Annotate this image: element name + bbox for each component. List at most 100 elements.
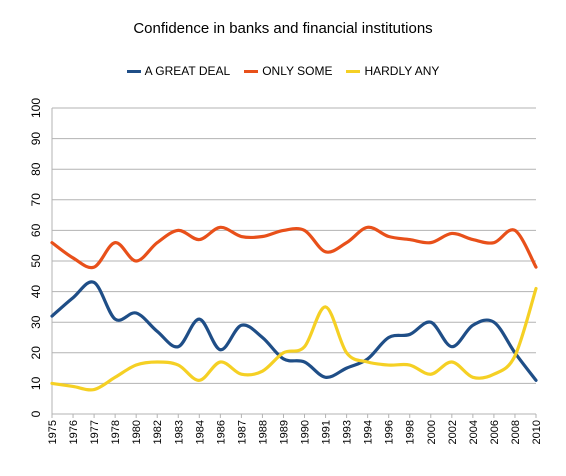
x-tick-label: 1983: [173, 420, 185, 444]
x-tick-label: 1991: [321, 420, 333, 444]
x-tick-label: 2004: [468, 420, 480, 444]
data-point-hardly-any: [366, 360, 369, 364]
y-tick-label: 20: [29, 346, 43, 360]
legend: A GREAT DEAL ONLY SOME HARDLY ANY: [0, 64, 566, 78]
data-point-hardly-any: [534, 287, 538, 290]
x-tick-label: 1987: [236, 420, 248, 444]
data-point-only-some: [303, 229, 306, 232]
legend-swatch-great-deal: [126, 69, 141, 73]
data-point-only-some: [513, 229, 517, 232]
data-point-a-great-deal: [492, 321, 496, 324]
data-point-only-some: [450, 232, 454, 235]
data-point-a-great-deal: [219, 348, 222, 351]
data-point-hardly-any: [92, 388, 96, 391]
data-point-hardly-any: [408, 363, 411, 367]
data-point-a-great-deal: [387, 336, 390, 339]
y-tick-label: 40: [29, 285, 43, 299]
data-point-a-great-deal: [534, 379, 538, 382]
legend-label-great-deal: A GREAT DEAL: [144, 64, 231, 78]
data-point-hardly-any: [261, 369, 264, 373]
data-point-a-great-deal: [134, 311, 138, 315]
x-tick-label: 1980: [131, 420, 143, 444]
data-point-a-great-deal: [177, 345, 180, 348]
x-tick-label: 1990: [300, 420, 312, 444]
data-point-only-some: [219, 226, 222, 229]
data-point-only-some: [429, 241, 432, 244]
y-tick-label: 90: [29, 132, 43, 146]
legend-label-hardly-any: HARDLY ANY: [364, 64, 440, 78]
data-point-only-some: [261, 235, 264, 238]
data-point-hardly-any: [134, 363, 138, 367]
series-line-a-great-deal: [50, 280, 538, 382]
data-point-hardly-any: [387, 363, 390, 367]
x-tick-label: 1977: [89, 420, 101, 444]
data-point-a-great-deal: [471, 324, 475, 327]
legend-item-only-some: ONLY SOME: [244, 64, 332, 78]
data-point-a-great-deal: [324, 376, 327, 379]
data-point-a-great-deal: [92, 281, 96, 284]
x-tick-label: 2010: [531, 420, 543, 444]
data-point-hardly-any: [429, 373, 432, 376]
x-tick-label: 2006: [489, 420, 501, 444]
x-tick-label: 2002: [447, 420, 459, 444]
data-point-only-some: [134, 259, 138, 263]
x-tick-label: 2008: [510, 420, 522, 444]
x-tick-label: 1982: [152, 420, 164, 444]
data-point-only-some: [471, 238, 475, 241]
x-tick-label: 1986: [215, 420, 227, 444]
x-tick-label: 1988: [257, 420, 269, 444]
data-point-hardly-any: [177, 363, 180, 367]
x-tick-label: 2000: [426, 420, 438, 444]
data-point-only-some: [156, 241, 159, 244]
data-point-hardly-any: [71, 385, 75, 388]
data-point-only-some: [71, 256, 75, 260]
x-tick-label: 1989: [278, 420, 290, 444]
data-point-hardly-any: [240, 373, 243, 376]
data-point-hardly-any: [50, 382, 54, 385]
y-tick-label: 60: [29, 223, 43, 237]
data-point-only-some: [387, 235, 390, 238]
legend-swatch-only-some: [244, 69, 259, 73]
data-point-only-some: [50, 241, 54, 244]
data-point-a-great-deal: [429, 321, 432, 324]
x-tick-label: 1976: [68, 420, 80, 444]
data-point-a-great-deal: [303, 360, 306, 364]
y-tick-label: 50: [29, 254, 43, 268]
data-point-a-great-deal: [345, 366, 348, 370]
data-point-hardly-any: [450, 360, 454, 364]
data-point-hardly-any: [113, 376, 117, 379]
data-point-only-some: [113, 241, 117, 244]
chart-title: Confidence in banks and financial instit…: [133, 20, 433, 37]
data-point-a-great-deal: [240, 324, 243, 327]
data-point-hardly-any: [492, 373, 496, 376]
data-point-only-some: [492, 241, 496, 244]
data-point-only-some: [198, 238, 201, 241]
data-point-hardly-any: [345, 351, 348, 354]
data-point-hardly-any: [198, 379, 201, 382]
y-tick-label: 100: [29, 98, 43, 118]
x-tick-label: 1998: [405, 420, 417, 444]
data-point-hardly-any: [219, 360, 222, 364]
data-point-hardly-any: [156, 360, 159, 364]
data-point-a-great-deal: [261, 336, 264, 339]
data-point-only-some: [345, 241, 348, 244]
x-tick-label: 1993: [342, 420, 354, 444]
series-line-only-some: [50, 225, 538, 270]
data-point-a-great-deal: [282, 357, 285, 361]
legend-item-great-deal: A GREAT DEAL: [126, 64, 231, 78]
y-tick-label: 80: [29, 162, 43, 176]
data-point-hardly-any: [324, 305, 327, 309]
data-point-only-some: [282, 229, 285, 232]
data-point-a-great-deal: [113, 317, 117, 321]
data-point-only-some: [534, 265, 538, 269]
x-tick-label: 1978: [110, 420, 122, 444]
x-tick-label: 1996: [384, 420, 396, 444]
legend-swatch-hardly-any: [346, 69, 361, 73]
data-point-only-some: [177, 229, 180, 232]
data-point-hardly-any: [282, 351, 285, 354]
series-line-hardly-any: [50, 286, 538, 392]
y-tick-label: 10: [29, 376, 43, 390]
data-point-a-great-deal: [198, 317, 201, 321]
data-point-a-great-deal: [71, 296, 75, 299]
